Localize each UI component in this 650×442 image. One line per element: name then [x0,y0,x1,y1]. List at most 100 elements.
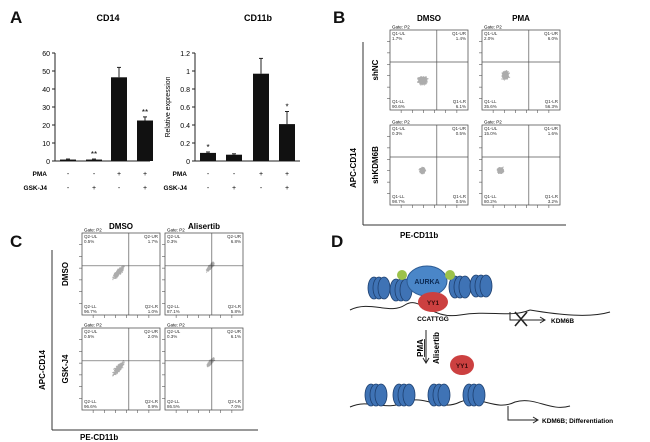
y-tick-label: 0.8 [180,87,190,94]
y-tick-label: 20 [42,123,50,130]
quadrant-name: Q1-UL [484,126,498,131]
yy1-bound [418,292,448,312]
panel-label-c: C [10,232,23,251]
event-dots [112,360,125,377]
quadrant-name: Q1-LL [392,99,405,104]
nucleosome-disc [402,383,416,407]
quadrant-percent: 2.0% [484,36,494,41]
quadrant-percent: 35.6% [484,104,497,109]
row-label: shKDM6B [371,146,380,184]
event-dots [205,261,215,273]
yy1-free-label: YY1 [456,363,469,370]
quadrant-percent: 0.3% [167,334,177,339]
quadrant-percent: 0.5% [84,239,94,244]
quadrant-percent: 1.4% [456,36,466,41]
target-active-label: KDM6B; Differentiation [542,418,613,425]
bar [60,159,76,161]
condition-label: GSK-J4 [164,185,188,192]
condition-sign: - [207,185,210,192]
nucleosome-disc [458,275,472,299]
quadrant-name: Q2-UR [144,329,159,334]
gate-label: Gate: P2 [484,120,502,125]
bar [111,77,127,161]
quadrant-name: Q1-UL [392,126,406,131]
condition-sign: + [285,185,289,192]
flow-plot: Gate: P2Q1-UL0.3%Q1-UR0.5%Q1-LL98.7%Q1-L… [387,120,469,208]
quadrant-percent: 3.2% [548,199,558,204]
yy1-bound-label: YY1 [427,300,440,307]
x-axis-label: PE-CD11b [400,231,438,240]
panel-label-b: B [333,8,346,27]
promoter-active-arrowhead [532,416,539,424]
quadrant-percent: 0.9% [148,404,158,409]
cofactor-left [397,270,407,280]
quadrant-percent: 90.6% [392,104,405,109]
y-axis-label: APC-CD14 [38,349,47,390]
condition-sign: + [117,171,121,178]
treatment-alisertib: Alisertib [432,332,441,364]
nucleosomes-top [367,274,493,302]
target-repressed-label: KDM6B [551,318,574,325]
quadrant-percent: 5.8% [231,309,241,314]
quadrant-percent: 6.1% [231,334,241,339]
bar [226,154,242,161]
bar [200,152,216,161]
condition-sign: - [118,185,121,192]
gate-label: Gate: P2 [167,323,185,328]
quadrant-percent: 0.3% [392,131,402,136]
condition-sign: - [207,171,210,178]
nucleosome-disc [472,383,486,407]
plot-frame [389,29,469,111]
condition-sign: - [233,171,236,178]
quadrant-name: Q2-LR [145,399,159,404]
y-tick-label: 0.4 [180,123,190,130]
y-tick-label: 50 [42,69,50,76]
nucleosomes-bottom [364,383,486,407]
gate-label: Gate: P2 [392,25,410,30]
quadrant-name: Q1-UL [484,31,498,36]
quadrant-percent: 0.5% [456,131,466,136]
column-label: Alisertib [188,222,220,231]
y-tick-label: 1.2 [180,51,190,58]
y-axis-label: APC-CD14 [349,147,358,188]
quadrant-name: Q1-LR [545,194,559,199]
event-dots [496,166,505,174]
significance-mark: ** [91,150,97,159]
quadrant-percent: 7.0% [231,404,241,409]
nucleosome-disc [437,383,451,407]
panel-label-a: A [10,8,23,27]
row-label: DMSO [61,262,70,286]
event-dots [418,166,427,175]
quadrant-percent: 0.5% [456,199,466,204]
quadrant-name: Q2-UR [227,329,242,334]
bar [253,73,269,161]
y-tick-label: 1 [186,69,190,76]
plot-frame [481,29,561,111]
quadrant-name: Q1-UR [452,126,467,131]
quadrant-name: Q2-LR [228,399,242,404]
cofactor-right [445,270,455,280]
y-tick-label: 0 [46,159,50,166]
dna-strand-top [349,302,611,317]
plot-frame [164,232,244,316]
quadrant-name: Q2-UL [167,329,181,334]
row-label: shNC [371,59,380,80]
panel-label-d: D [331,232,344,251]
aurka-label: AURKA [414,279,439,286]
condition-sign: - [67,171,70,178]
quadrant-name: Q1-LL [484,194,497,199]
column-label: DMSO [109,222,133,231]
y-tick-label: 0.2 [180,141,190,148]
quadrant-percent: 15.0% [484,131,497,136]
quadrant-name: Q1-LR [545,99,559,104]
significance-mark: ** [142,108,148,117]
panel-b-flow-cytometry: DMSO PMA shNC shKDM6B APC-CD14 PE-CD11b Gate: … [349,14,566,240]
quadrant-percent: 0.3% [167,239,177,244]
plot-frame [481,124,561,206]
quadrant-name: Q2-LL [84,304,97,309]
